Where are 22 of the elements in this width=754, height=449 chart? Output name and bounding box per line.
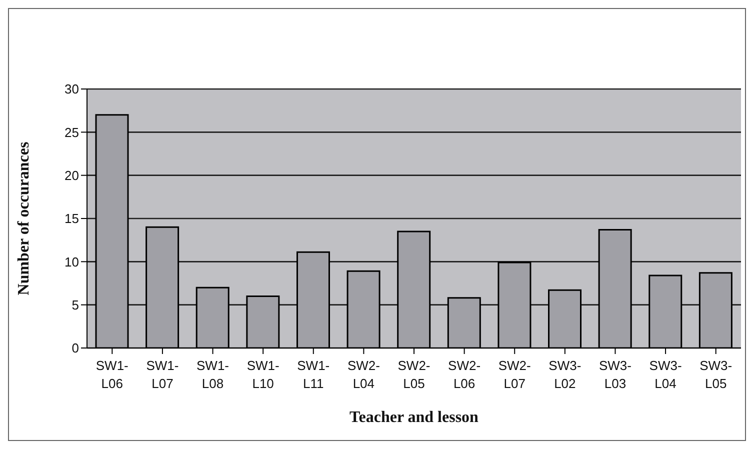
- x-tick-label: SW2-L07: [498, 358, 531, 391]
- y-tick-label: 15: [64, 211, 79, 226]
- x-tick-label: SW2-L04: [347, 358, 380, 391]
- x-tick-label: SW3-L04: [649, 358, 682, 391]
- y-axis-title: Number of occurances: [16, 142, 33, 296]
- y-tick-label: 30: [64, 82, 79, 97]
- x-tick-label: SW3-L05: [700, 358, 732, 391]
- x-tick-label: SW1-L07: [146, 358, 179, 391]
- x-tick-label: SW1-L10: [246, 358, 280, 391]
- y-tick-label: 0: [72, 340, 79, 356]
- x-tick-label: SW1-L06: [96, 358, 128, 391]
- y-tick-label: 25: [64, 124, 79, 140]
- x-axis-title: Teacher and lesson: [350, 409, 479, 426]
- y-tick-label: 5: [72, 297, 79, 312]
- x-tick-label: SW1-L08: [196, 358, 230, 391]
- x-tick-label: SW2-L06: [448, 358, 481, 391]
- y-tick-label: 10: [64, 254, 79, 270]
- x-tick-label: SW3-L03: [598, 358, 632, 391]
- x-tick-label: SW2-L05: [398, 358, 430, 391]
- y-tick-label: 20: [64, 168, 79, 183]
- x-tick-label: SW1-L11: [297, 358, 330, 391]
- x-tick-label: SW3-L02: [548, 358, 582, 391]
